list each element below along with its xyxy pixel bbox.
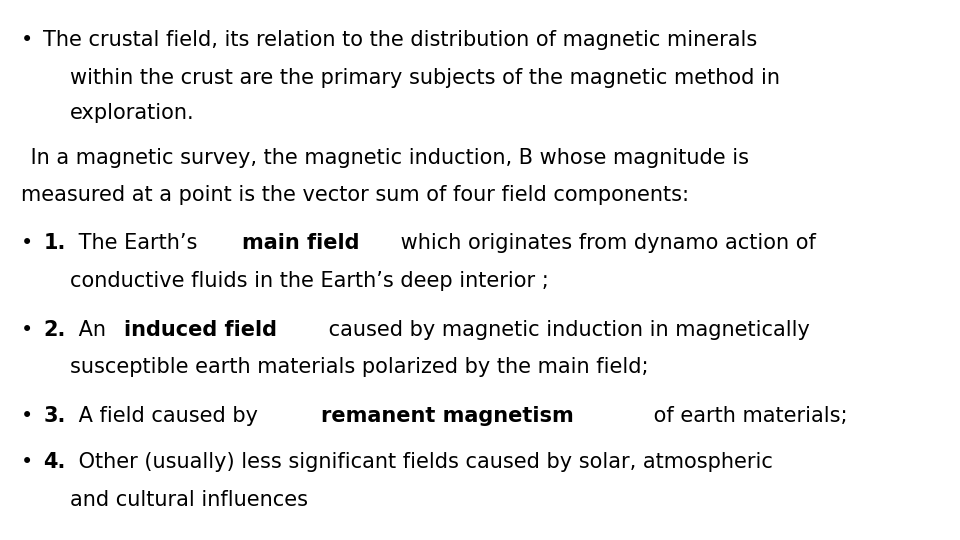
Text: 2.: 2.	[43, 320, 65, 340]
Text: A field caused by: A field caused by	[72, 406, 265, 426]
Text: main field: main field	[242, 233, 360, 253]
Text: •: •	[21, 30, 34, 50]
Text: measured at a point is the vector sum of four field components:: measured at a point is the vector sum of…	[21, 185, 689, 205]
Text: and cultural influences: and cultural influences	[70, 490, 308, 510]
Text: remanent magnetism: remanent magnetism	[321, 406, 573, 426]
Text: within the crust are the primary subjects of the magnetic method in: within the crust are the primary subject…	[70, 68, 780, 87]
Text: which originates from dynamo action of: which originates from dynamo action of	[394, 233, 816, 253]
Text: caused by magnetic induction in magnetically: caused by magnetic induction in magnetic…	[322, 320, 810, 340]
Text: exploration.: exploration.	[70, 103, 195, 123]
Text: •: •	[21, 233, 34, 253]
Text: In a magnetic survey, the magnetic induction, B whose magnitude is: In a magnetic survey, the magnetic induc…	[24, 148, 749, 168]
Text: The crustal field, its relation to the distribution of magnetic minerals: The crustal field, its relation to the d…	[43, 30, 757, 50]
Text: •: •	[21, 320, 34, 340]
Text: An: An	[72, 320, 112, 340]
Text: •: •	[21, 452, 34, 472]
Text: 1.: 1.	[43, 233, 65, 253]
Text: of earth materials;: of earth materials;	[647, 406, 848, 426]
Text: •: •	[21, 406, 34, 426]
Text: induced field: induced field	[125, 320, 277, 340]
Text: conductive fluids in the Earth’s deep interior ;: conductive fluids in the Earth’s deep in…	[70, 271, 549, 291]
Text: 4.: 4.	[43, 452, 65, 472]
Text: susceptible earth materials polarized by the main field;: susceptible earth materials polarized by…	[70, 357, 649, 377]
Text: 3.: 3.	[43, 406, 65, 426]
Text: Other (usually) less significant fields caused by solar, atmospheric: Other (usually) less significant fields …	[72, 452, 773, 472]
Text: The Earth’s: The Earth’s	[72, 233, 204, 253]
